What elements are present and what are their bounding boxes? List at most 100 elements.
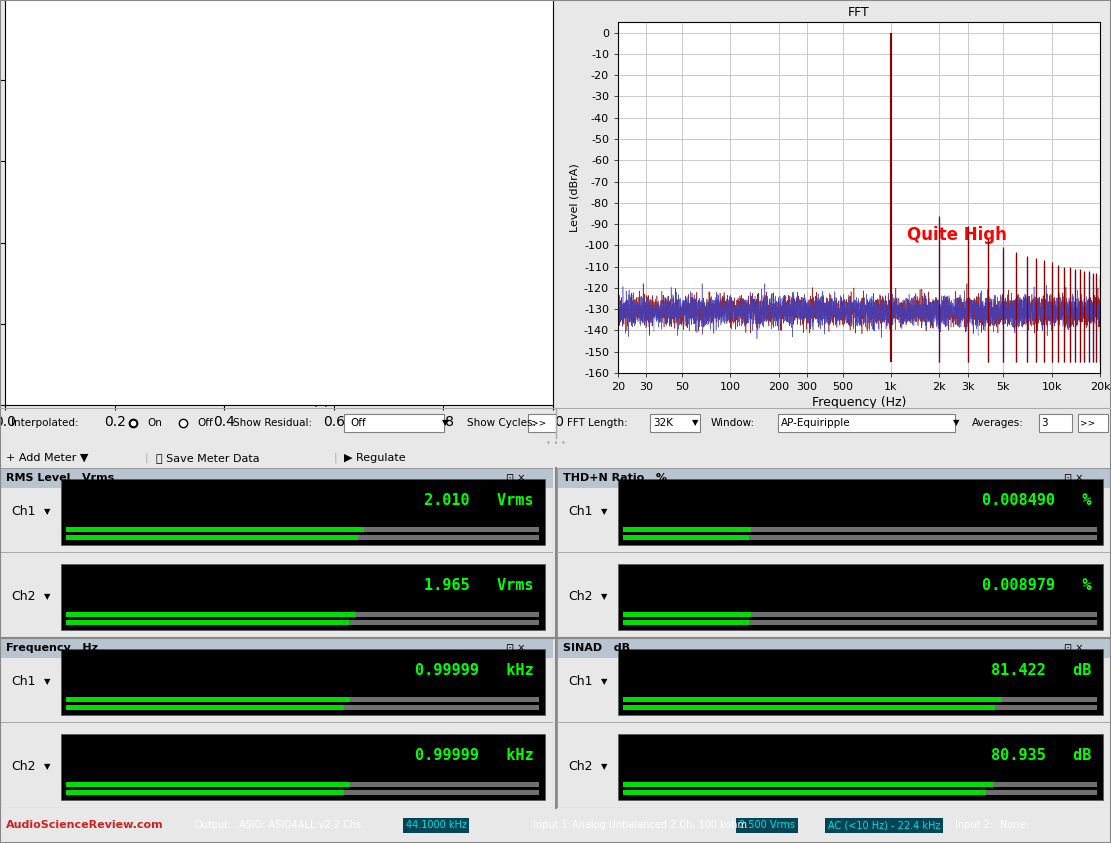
- Text: >>: >>: [531, 418, 547, 427]
- Text: Ch1: Ch1: [11, 675, 36, 688]
- Bar: [618, 480, 1103, 545]
- Text: Ch1: Ch1: [568, 675, 592, 688]
- Text: ▼: ▼: [952, 418, 959, 427]
- Bar: [623, 696, 1002, 702]
- Text: On: On: [147, 418, 162, 428]
- Text: Show Cycles:: Show Cycles:: [467, 418, 536, 428]
- Text: ⊡ ×: ⊡ ×: [1064, 642, 1083, 652]
- Text: RMS Level   Vrms: RMS Level Vrms: [6, 473, 113, 483]
- Text: 💾 Save Meter Data: 💾 Save Meter Data: [156, 453, 259, 463]
- Text: ▼: ▼: [44, 677, 51, 686]
- Text: >>: >>: [1080, 418, 1095, 427]
- Bar: [67, 534, 358, 540]
- Text: 2.500 Vrms: 2.500 Vrms: [739, 820, 794, 830]
- Bar: [618, 564, 1103, 631]
- Text: AP-Equiripple: AP-Equiripple: [780, 418, 850, 428]
- Bar: [751, 527, 1098, 532]
- Bar: [751, 612, 1098, 617]
- Bar: [1002, 696, 1098, 702]
- Bar: [1078, 414, 1109, 432]
- Bar: [354, 612, 539, 617]
- Text: ⊡ ×: ⊡ ×: [506, 642, 526, 652]
- Bar: [650, 414, 700, 432]
- Bar: [61, 480, 544, 545]
- Text: 3: 3: [1042, 418, 1048, 428]
- Bar: [985, 790, 1098, 795]
- Bar: [994, 705, 1098, 710]
- Bar: [344, 705, 539, 710]
- Text: ▼: ▼: [44, 592, 51, 601]
- Bar: [344, 414, 444, 432]
- Bar: [1039, 414, 1072, 432]
- Title: Scope: Scope: [284, 7, 323, 19]
- Bar: [0, 638, 553, 658]
- Bar: [61, 649, 544, 716]
- Bar: [67, 696, 350, 702]
- Text: ASIO: ASIO4ALL v2 2 Chs: ASIO: ASIO4ALL v2 2 Chs: [239, 820, 361, 830]
- Text: Frequency   Hz: Frequency Hz: [6, 642, 98, 652]
- Text: ▼: ▼: [44, 507, 51, 516]
- Text: Ch2: Ch2: [11, 590, 36, 603]
- Bar: [618, 649, 1103, 716]
- Bar: [61, 564, 544, 631]
- Text: 2.010   Vrms: 2.010 Vrms: [424, 493, 533, 508]
- Text: ⊡ ×: ⊡ ×: [1064, 473, 1083, 483]
- Text: 0.99999   kHz: 0.99999 kHz: [416, 748, 533, 763]
- Text: Off: Off: [198, 418, 213, 428]
- Text: 44.1000 kHz: 44.1000 kHz: [406, 820, 467, 830]
- Text: Output:: Output:: [194, 820, 232, 830]
- Bar: [623, 612, 751, 617]
- Text: Off: Off: [350, 418, 366, 428]
- Bar: [350, 696, 539, 702]
- Bar: [993, 781, 1098, 787]
- X-axis label: Frequency (Hz): Frequency (Hz): [812, 396, 907, 409]
- Text: ⊡ ×: ⊡ ×: [506, 473, 526, 483]
- Text: 1.965   Vrms: 1.965 Vrms: [424, 578, 533, 593]
- Bar: [623, 790, 985, 795]
- Bar: [61, 734, 544, 801]
- Bar: [358, 534, 539, 540]
- Bar: [0, 468, 553, 487]
- Text: AudioScienceReview.com: AudioScienceReview.com: [6, 820, 163, 830]
- Text: Analog Unbalanced 2 Ch, 100 kohm: Analog Unbalanced 2 Ch, 100 kohm: [572, 820, 748, 830]
- Text: Ch2: Ch2: [568, 760, 592, 773]
- Text: ▼: ▼: [441, 418, 448, 427]
- Bar: [618, 734, 1103, 801]
- X-axis label: Time (s): Time (s): [279, 396, 330, 409]
- Bar: [528, 414, 556, 432]
- Text: + Add Meter ▼: + Add Meter ▼: [6, 453, 88, 463]
- Bar: [557, 468, 1111, 487]
- Text: SINAD   dB: SINAD dB: [562, 642, 630, 652]
- Text: Ch1: Ch1: [568, 505, 592, 518]
- Text: Input 2:: Input 2:: [955, 820, 993, 830]
- Bar: [349, 620, 539, 626]
- Text: ▼: ▼: [601, 507, 608, 516]
- Bar: [749, 620, 1098, 626]
- Text: Averages:: Averages:: [972, 418, 1024, 428]
- Text: ▶ Regulate: ▶ Regulate: [344, 453, 406, 463]
- Bar: [749, 534, 1098, 540]
- Text: Window:: Window:: [711, 418, 755, 428]
- Text: 0.99999   kHz: 0.99999 kHz: [416, 663, 533, 678]
- Text: Quite High: Quite High: [908, 226, 1007, 244]
- Text: |: |: [333, 453, 337, 464]
- Y-axis label: Level (dBrA): Level (dBrA): [570, 164, 580, 232]
- Title: FFT: FFT: [848, 7, 870, 19]
- Text: None: None: [1000, 820, 1025, 830]
- Text: Ch2: Ch2: [11, 760, 36, 773]
- Bar: [364, 527, 539, 532]
- Bar: [67, 781, 350, 787]
- Text: ▼: ▼: [691, 418, 698, 427]
- Bar: [67, 527, 364, 532]
- Text: 0.008490   %: 0.008490 %: [982, 493, 1092, 508]
- Bar: [623, 781, 993, 787]
- Bar: [67, 705, 344, 710]
- Text: |: |: [144, 453, 148, 464]
- Text: FFT Length:: FFT Length:: [567, 418, 628, 428]
- Text: ▼: ▼: [44, 762, 51, 771]
- Text: 81.422   dB: 81.422 dB: [991, 663, 1092, 678]
- Bar: [344, 790, 539, 795]
- Text: ▼: ▼: [601, 762, 608, 771]
- Text: 32K: 32K: [652, 418, 673, 428]
- Bar: [67, 790, 344, 795]
